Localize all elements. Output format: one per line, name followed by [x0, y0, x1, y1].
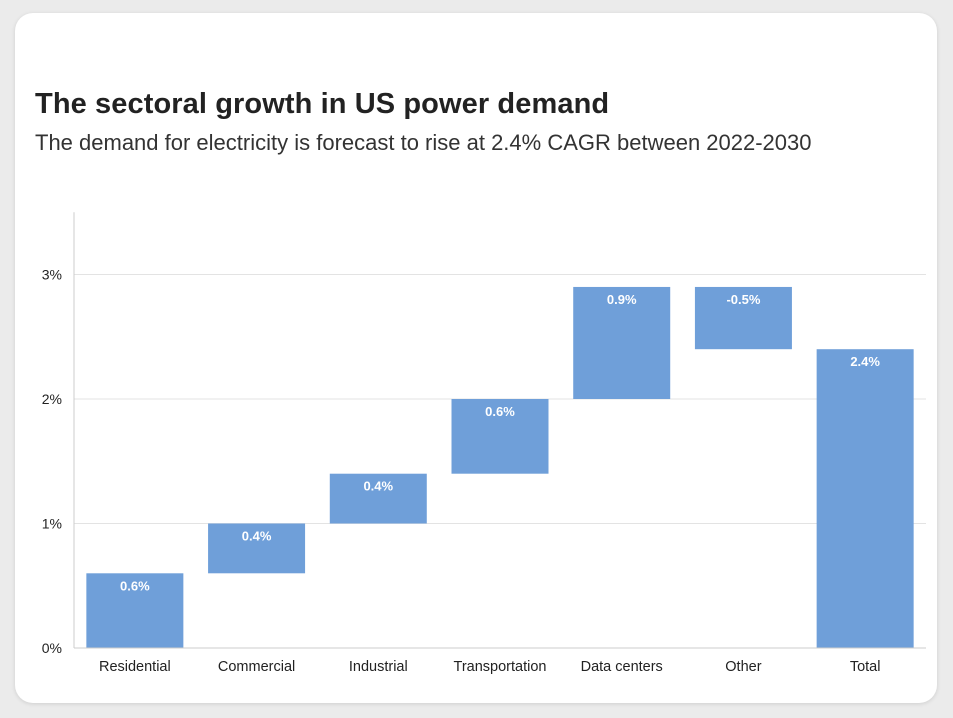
- data-label: 0.9%: [607, 292, 637, 307]
- x-category-label: Commercial: [218, 659, 295, 675]
- x-category-label: Transportation: [454, 659, 547, 675]
- data-label: 0.4%: [363, 479, 393, 494]
- y-tick-label: 2%: [42, 391, 62, 407]
- x-category-label: Other: [725, 659, 761, 675]
- bar-total: [816, 349, 914, 648]
- bar-other: [694, 286, 792, 350]
- data-label: -0.5%: [726, 292, 760, 307]
- bar-transportation: [451, 399, 549, 474]
- data-label: 0.6%: [485, 404, 515, 419]
- bar-industrial: [329, 473, 427, 524]
- x-category-label: Data centers: [581, 659, 663, 675]
- data-label: 0.6%: [120, 578, 150, 593]
- bar-commercial: [208, 523, 306, 574]
- y-tick-label: 3%: [42, 267, 62, 283]
- y-tick-label: 1%: [42, 516, 62, 532]
- data-label: 2.4%: [850, 354, 880, 369]
- chart-title: The sectoral growth in US power demand: [35, 88, 610, 120]
- y-tick-label: 0%: [42, 640, 62, 656]
- x-category-label: Residential: [99, 659, 171, 675]
- bar-residential: [86, 573, 184, 648]
- bar-data-centers: [573, 286, 671, 399]
- x-category-label: Industrial: [349, 659, 408, 675]
- x-category-label: Total: [850, 659, 881, 675]
- chart-subtitle: The demand for electricity is forecast t…: [35, 130, 812, 155]
- data-label: 0.4%: [242, 529, 272, 544]
